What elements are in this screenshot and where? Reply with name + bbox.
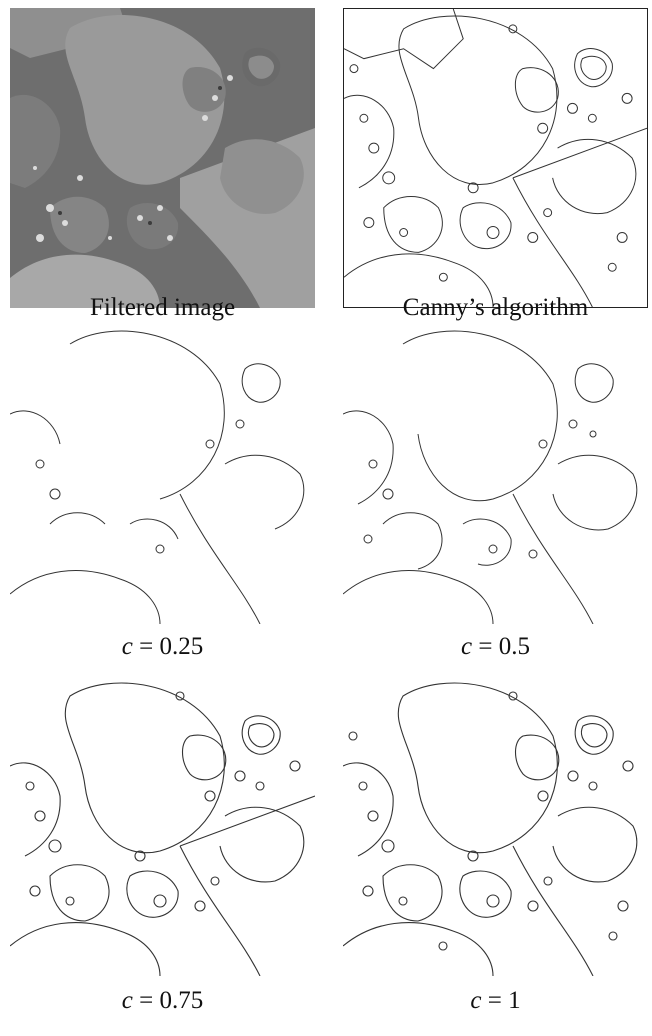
caption-c1: c = 1 bbox=[343, 986, 648, 1016]
edges-c1-image bbox=[343, 676, 648, 976]
caption-eq: = bbox=[132, 633, 160, 660]
edges-c025-image bbox=[10, 324, 315, 624]
filtered-image bbox=[10, 8, 315, 308]
caption-filtered-image: Filtered image bbox=[89, 294, 236, 321]
edges-c025-graphic bbox=[10, 330, 305, 624]
canny-edges-graphic bbox=[344, 9, 647, 307]
filtered-image-graphic bbox=[10, 8, 315, 308]
caption-var: c bbox=[121, 987, 133, 1014]
caption-eq: = bbox=[132, 987, 160, 1014]
caption-value: 0.75 bbox=[159, 987, 204, 1014]
caption-c05: c = 0.5 bbox=[343, 632, 648, 662]
edges-c05-image bbox=[343, 324, 648, 624]
canny-edges-image bbox=[343, 8, 648, 308]
caption-value: 0.5 bbox=[498, 633, 530, 660]
caption-value: 0.25 bbox=[159, 633, 204, 660]
caption-c075: c = 0.75 bbox=[10, 986, 315, 1016]
edges-c075-graphic bbox=[10, 682, 315, 976]
caption-var: c bbox=[121, 633, 133, 660]
caption-c025: c = 0.25 bbox=[10, 632, 315, 662]
edges-c075-image bbox=[10, 676, 315, 976]
caption-value: 1 bbox=[508, 987, 521, 1014]
edges-c1-graphic bbox=[343, 682, 638, 976]
edges-c05-graphic bbox=[343, 330, 638, 624]
caption-var: c bbox=[461, 633, 473, 660]
caption-var: c bbox=[470, 987, 482, 1014]
caption-eq: = bbox=[472, 633, 499, 660]
caption-canny: Canny’s algorithm bbox=[402, 294, 589, 321]
caption-eq: = bbox=[481, 987, 509, 1014]
